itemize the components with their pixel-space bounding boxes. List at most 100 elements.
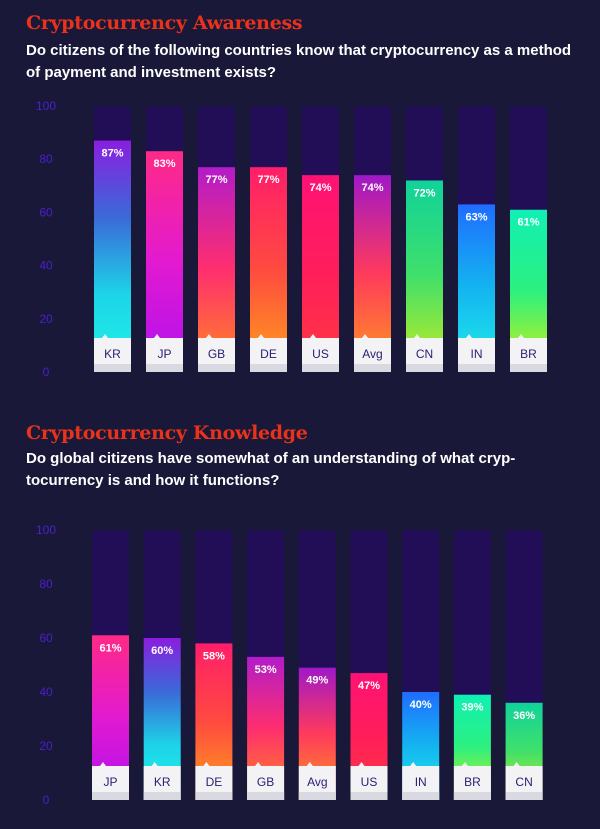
value-label: 77% [205, 174, 227, 186]
y-tick-label: 80 [39, 152, 53, 166]
y-tick-label: 40 [39, 259, 53, 273]
category-label: KR [154, 775, 171, 789]
y-tick-label: 100 [36, 523, 56, 537]
y-tick-label: 100 [36, 99, 56, 113]
category-box-shade [350, 792, 388, 800]
bar-gb: 53% GB [247, 530, 285, 800]
category-box-shade [195, 792, 233, 800]
y-tick-label: 20 [39, 312, 53, 326]
category-box-shade [354, 364, 391, 372]
category-box-shade [458, 364, 495, 372]
value-label: 77% [257, 174, 279, 186]
category-label: CN [416, 347, 433, 361]
value-label: 60% [151, 645, 173, 657]
value-label: 39% [461, 702, 483, 714]
category-box-shade [510, 364, 547, 372]
bar-br: 39% BR [453, 530, 491, 800]
category-label: GB [257, 775, 274, 789]
chart-title: Cryptocurrency Knowledge [26, 422, 308, 444]
value-label: 47% [358, 680, 380, 692]
value-label: 63% [465, 211, 487, 223]
value-label: 83% [153, 158, 175, 170]
bar-jp: 83% JP [146, 106, 183, 372]
bar-value [146, 151, 183, 372]
category-box [350, 762, 388, 800]
category-box [94, 334, 131, 372]
value-label: 36% [513, 710, 535, 722]
bar-kr: 87% KR [94, 106, 131, 372]
category-box [505, 762, 543, 800]
category-box-shade [250, 364, 287, 372]
category-label: JP [103, 775, 117, 789]
category-box-shade [94, 364, 131, 372]
value-label: 61% [517, 217, 539, 229]
awareness-chart: 02040608010087%KR83%JP77%GB77%DE74%US74%… [36, 99, 547, 379]
bar-de: 77% DE [250, 106, 287, 372]
bar-avg: 74% Avg [354, 106, 391, 372]
category-box-shade [247, 792, 285, 800]
category-label: Avg [307, 775, 327, 789]
bar-jp: 61% JP [92, 530, 129, 800]
chart-subtitle: Do global citizens have somewhat of an u… [26, 450, 516, 489]
category-label: US [361, 775, 378, 789]
category-label: KR [104, 347, 121, 361]
knowledge-section: Cryptocurrency Knowledge Do global citiz… [0, 412, 600, 829]
chart-title: Cryptocurrency Awareness [26, 12, 303, 34]
value-label: 61% [99, 642, 121, 654]
bar-value [198, 167, 235, 372]
category-box [198, 334, 235, 372]
category-box-shade [143, 792, 181, 800]
category-label: CN [515, 775, 532, 789]
category-label: DE [206, 775, 223, 789]
category-label: BR [520, 347, 537, 361]
category-box [92, 762, 129, 800]
value-label: 74% [361, 182, 383, 194]
y-tick-label: 60 [39, 205, 53, 219]
category-label: BR [464, 775, 481, 789]
y-tick-label: 0 [43, 365, 50, 379]
category-box-shade [298, 792, 336, 800]
value-label: 53% [255, 664, 277, 676]
category-box-shade [92, 792, 129, 800]
category-label: IN [471, 347, 483, 361]
bar-us: 74% US [302, 106, 339, 372]
category-box [143, 762, 181, 800]
bar-de: 58% DE [195, 530, 233, 800]
category-label: DE [260, 347, 277, 361]
category-label: US [312, 347, 329, 361]
category-box [510, 334, 547, 372]
bar-cn: 72% CN [406, 106, 443, 372]
value-label: 87% [101, 148, 123, 160]
bar-kr: 60% KR [143, 530, 181, 800]
category-box [453, 762, 491, 800]
y-tick-label: 20 [39, 739, 53, 753]
category-box-shade [505, 792, 543, 800]
bar-value [250, 167, 287, 372]
y-tick-label: 80 [39, 577, 53, 591]
category-box [354, 334, 391, 372]
y-tick-label: 0 [43, 793, 50, 807]
category-box [250, 334, 287, 372]
category-box-shade [406, 364, 443, 372]
category-box [302, 334, 339, 372]
awareness-section: Cryptocurrency Awareness Do citizens of … [0, 0, 600, 400]
bar-avg: 49% Avg [298, 530, 336, 800]
value-label: 74% [309, 182, 331, 194]
category-label: Avg [362, 347, 382, 361]
category-box-shade [198, 364, 235, 372]
value-label: 72% [413, 187, 435, 199]
y-tick-label: 40 [39, 685, 53, 699]
bar-br: 61% BR [510, 106, 547, 372]
category-label: IN [415, 775, 427, 789]
category-box [247, 762, 285, 800]
category-box [195, 762, 233, 800]
category-box-shade [302, 364, 339, 372]
value-label: 40% [410, 699, 432, 711]
bar-cn: 36% CN [505, 530, 543, 800]
category-label: JP [157, 347, 171, 361]
bar-in: 40% IN [402, 530, 440, 800]
value-label: 49% [306, 675, 328, 687]
chart-subtitle: Do citizens of the following countries k… [26, 42, 572, 81]
category-box [406, 334, 443, 372]
category-box-shade [146, 364, 183, 372]
